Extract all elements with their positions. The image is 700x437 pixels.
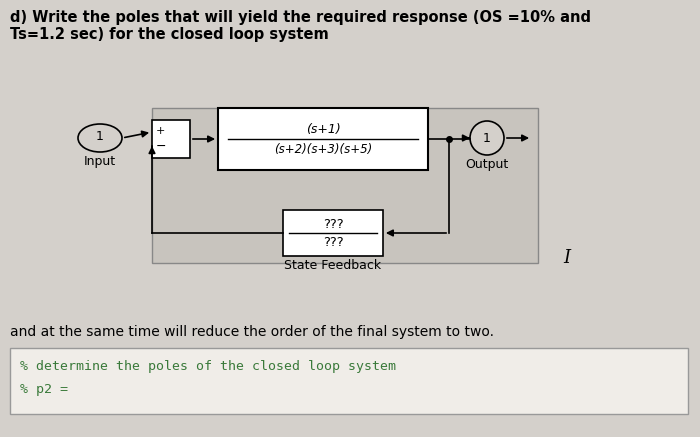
Text: I: I xyxy=(564,249,570,267)
Text: ???: ??? xyxy=(323,236,343,249)
Text: Ts=1.2 sec) for the closed loop system: Ts=1.2 sec) for the closed loop system xyxy=(10,27,329,42)
Circle shape xyxy=(470,121,504,155)
Text: % p2 =: % p2 = xyxy=(20,383,68,396)
Text: Input: Input xyxy=(84,155,116,168)
Text: d) Write the poles that will yield the required response (OS =10% and: d) Write the poles that will yield the r… xyxy=(10,10,591,25)
Text: % determine the poles of the closed loop system: % determine the poles of the closed loop… xyxy=(20,360,396,373)
FancyBboxPatch shape xyxy=(283,210,383,256)
FancyBboxPatch shape xyxy=(218,108,428,170)
Text: ???: ??? xyxy=(323,218,343,232)
FancyBboxPatch shape xyxy=(152,108,538,263)
FancyBboxPatch shape xyxy=(10,348,688,414)
Text: (s+1): (s+1) xyxy=(306,124,340,136)
Text: and at the same time will reduce the order of the final system to two.: and at the same time will reduce the ord… xyxy=(10,325,494,339)
Text: Output: Output xyxy=(466,158,509,171)
Text: State Feedback: State Feedback xyxy=(284,259,382,272)
Text: 1: 1 xyxy=(483,132,491,145)
Text: (s+2)(s+3)(s+5): (s+2)(s+3)(s+5) xyxy=(274,142,372,156)
Text: −: − xyxy=(156,140,167,153)
Text: 1: 1 xyxy=(96,131,104,143)
Ellipse shape xyxy=(78,124,122,152)
FancyBboxPatch shape xyxy=(152,120,190,158)
Text: +: + xyxy=(156,126,165,136)
